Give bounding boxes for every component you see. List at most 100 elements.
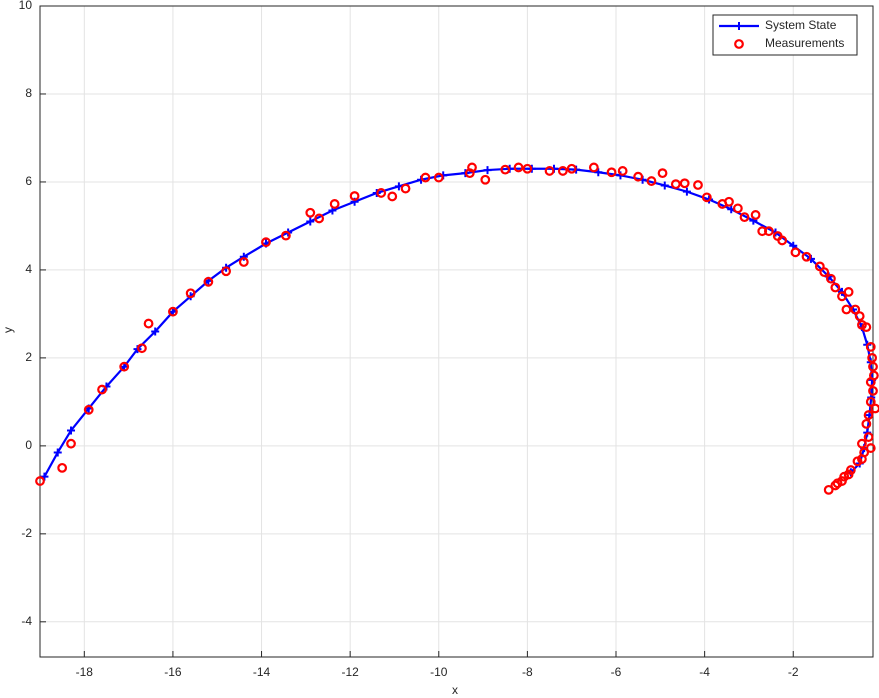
legend: System State Measurements [712, 14, 858, 56]
y-axis-label: y [1, 327, 15, 333]
measurement-point [841, 304, 852, 315]
measurement-point [830, 480, 841, 491]
measurement-point [557, 166, 568, 176]
x-tick-label: -14 [253, 665, 271, 679]
measurement-point [790, 247, 801, 258]
measurement-point [261, 237, 271, 248]
measurement-point [238, 257, 249, 267]
plus-marker [682, 187, 691, 196]
measurement-point [852, 456, 863, 467]
measurement-point [522, 163, 533, 174]
measurement-point [513, 162, 524, 173]
measurement-point [670, 179, 681, 190]
plus-marker [660, 181, 669, 190]
plus-marker [67, 426, 76, 435]
y-tick-label: -2 [21, 526, 32, 540]
measurement-point [832, 478, 843, 489]
plus-marker [483, 166, 492, 175]
y-tick-label: -4 [21, 614, 32, 628]
legend-label: System State [765, 18, 837, 32]
measurement-point [376, 188, 387, 198]
measurement-point [349, 191, 360, 201]
legend-label: Measurements [765, 36, 844, 50]
y-tick-label: 2 [25, 350, 32, 364]
measurement-point [35, 476, 45, 486]
measurement-point [588, 162, 599, 173]
y-tick-label: 8 [25, 86, 32, 100]
plus-marker [306, 217, 315, 226]
measurement-point [544, 166, 555, 176]
measurement-point [387, 191, 398, 202]
measurement-point [739, 212, 750, 223]
measurement-point [606, 167, 617, 178]
measurement-point [137, 343, 147, 354]
measurement-point [732, 203, 743, 214]
x-tick-label: -16 [164, 665, 182, 679]
measurement-point [701, 192, 712, 203]
y-tick-label: 10 [19, 0, 33, 12]
y-tick-label: 0 [25, 438, 32, 452]
x-tick-label: -2 [788, 665, 799, 679]
measurement-point [865, 396, 876, 407]
y-tick-label: 6 [25, 174, 32, 188]
measurement-point [633, 171, 644, 182]
measurement-point [861, 322, 872, 333]
measurement-point [867, 352, 878, 363]
measurement-point [870, 403, 879, 414]
measurement-point [66, 438, 76, 449]
plus-marker [735, 22, 743, 30]
measurement-point [750, 210, 761, 220]
measurement-point [203, 276, 214, 287]
measurement-point [868, 385, 878, 396]
measurement-point [657, 168, 668, 179]
y-tick-label: 4 [25, 262, 32, 276]
plus-marker [151, 327, 160, 336]
x-tick-label: -10 [430, 665, 448, 679]
measurement-point [221, 266, 231, 277]
x-tick-label: -12 [341, 665, 359, 679]
state-line [43, 167, 874, 478]
x-tick-label: -6 [611, 665, 622, 679]
plot-frame [39, 5, 874, 658]
measurement-point [168, 306, 178, 317]
measurement-point [83, 404, 94, 415]
measurement-point [865, 377, 876, 387]
measurement-point [819, 267, 830, 278]
measurement-point [763, 226, 774, 237]
plus-marker [594, 168, 603, 177]
measurement-point [861, 418, 872, 429]
measurement-point [617, 166, 628, 176]
measurement-point [854, 311, 865, 322]
measurement-point [97, 384, 107, 395]
measurement-point [400, 183, 411, 194]
measurement-point [566, 163, 577, 174]
measurement-point [679, 178, 690, 189]
measurement-point [843, 287, 854, 297]
measurement-point [863, 410, 874, 420]
x-tick-label: -18 [76, 665, 94, 679]
measurement-point [143, 318, 154, 329]
measurement-point [480, 174, 491, 185]
measurement-point [500, 164, 511, 175]
measurement-point [467, 162, 477, 173]
measurement-point [646, 176, 657, 186]
measurement-point [823, 484, 834, 495]
x-axis-label: x [452, 683, 458, 697]
measurement-point [305, 207, 316, 218]
measurement-point [857, 438, 867, 449]
measurement-point [837, 291, 847, 302]
measurement-point [850, 304, 861, 315]
measurement-point [826, 273, 836, 284]
legend-circle [734, 39, 744, 49]
measurement-point [865, 341, 876, 352]
measurement-point [119, 361, 130, 372]
measurement-point [420, 172, 431, 183]
measurement-point [433, 172, 444, 183]
plus-marker [120, 362, 129, 371]
measurement-point [801, 251, 812, 262]
measurement-point [865, 443, 876, 453]
measurement-point [830, 282, 841, 293]
plus-marker [53, 448, 62, 457]
measurement-point [777, 235, 788, 246]
